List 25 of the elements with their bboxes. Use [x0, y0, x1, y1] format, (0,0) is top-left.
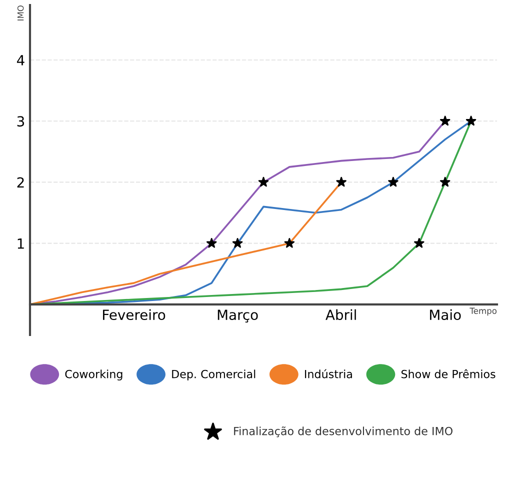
x-tick-label: Maio: [430, 309, 461, 320]
x-tick-label: Março: [218, 310, 258, 323]
point: [414, 238, 424, 248]
legend-label: Indústria: [305, 369, 352, 378]
legend-label: Show de Prêmios: [401, 369, 496, 378]
point: [232, 238, 243, 248]
x-tick-label: Fevereiro: [103, 309, 166, 320]
point: [440, 176, 450, 187]
legend-label: Coworking: [65, 370, 122, 380]
point: [466, 116, 476, 126]
point: [388, 176, 398, 187]
y-tick-label: 4: [16, 55, 24, 66]
point: [284, 238, 295, 248]
point: [258, 176, 269, 187]
point: [440, 116, 450, 126]
y-tick-label: 3: [17, 116, 24, 127]
legend-label: Dep. Comercial: [172, 370, 256, 380]
x-axis-title: Tempo: [470, 308, 497, 316]
legend-label: Finalização de desenvolvimento de IMO: [234, 426, 452, 438]
x-tick-label: Abril: [326, 309, 356, 320]
point: [336, 176, 346, 187]
y-axis-title: IMO: [17, 5, 24, 20]
point: [206, 238, 217, 248]
y-tick-label: 1: [18, 238, 24, 249]
y-tick-label: 2: [17, 177, 24, 188]
